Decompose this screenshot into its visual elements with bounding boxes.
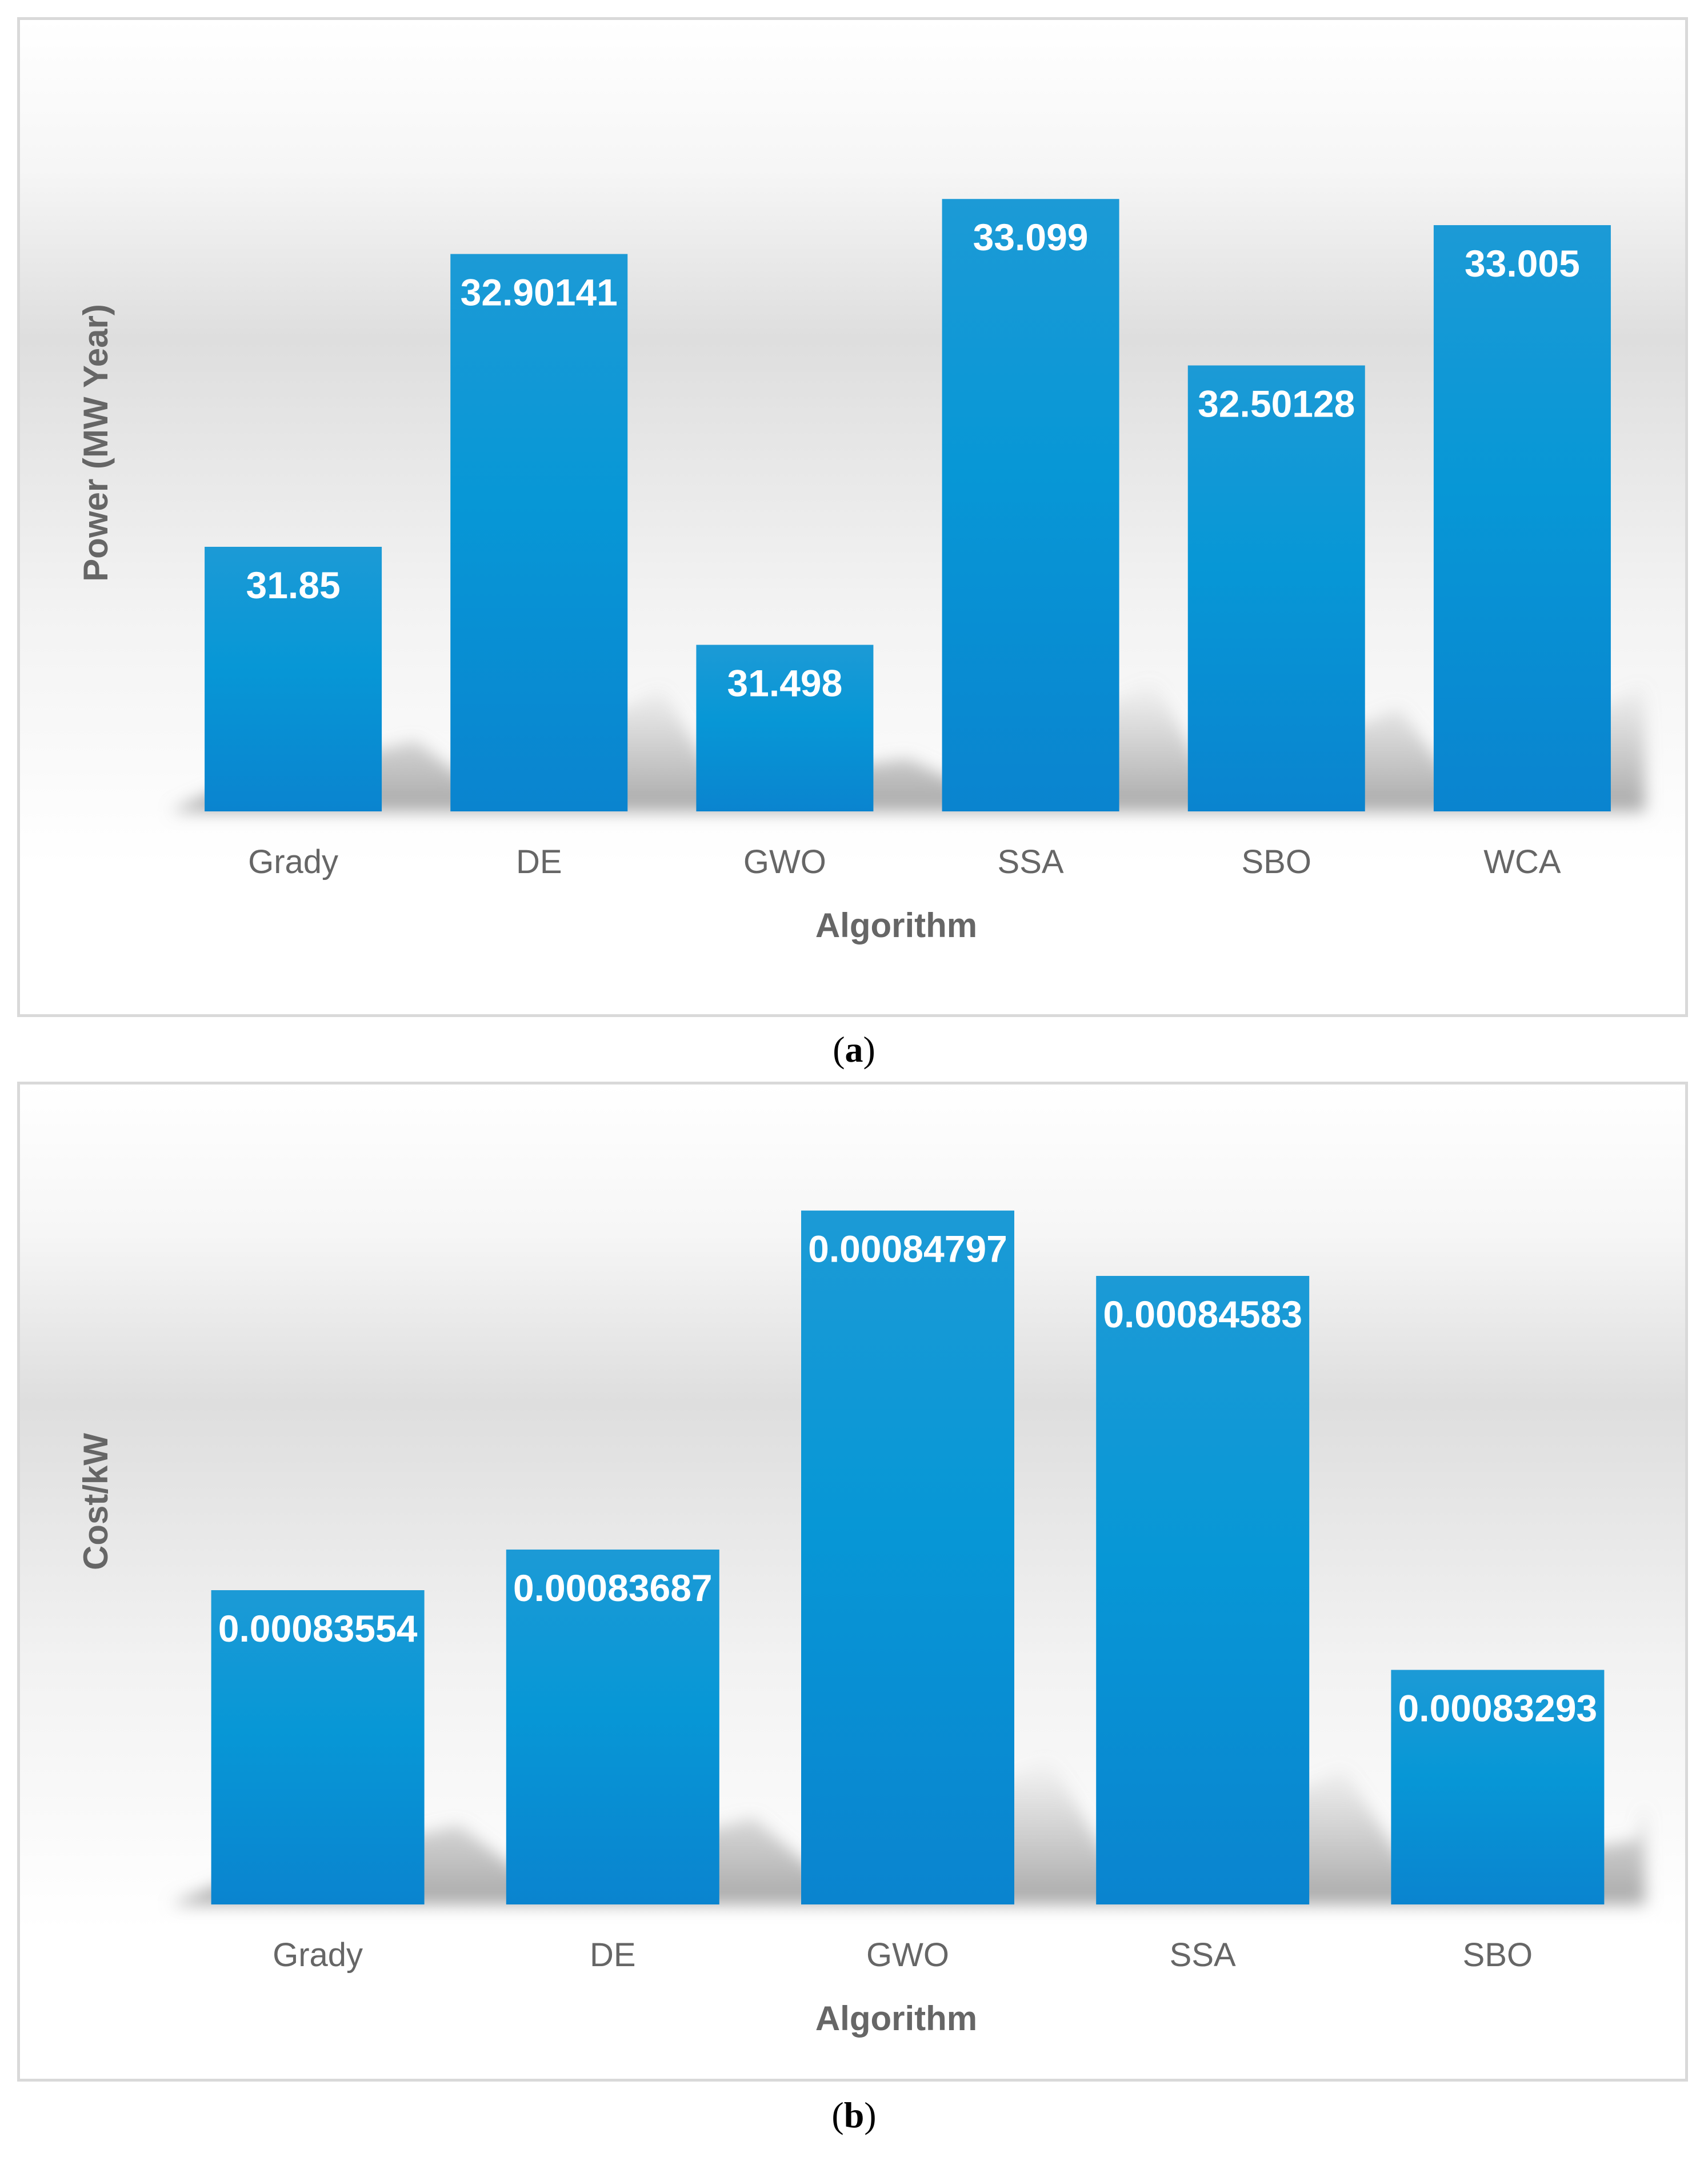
- tick-label-grady: Grady: [273, 1936, 363, 1974]
- bar-gwo: [801, 1210, 1014, 1904]
- data-label-de: 0.00083687: [513, 1567, 713, 1609]
- tick-label-sbo: SBO: [1242, 843, 1312, 881]
- data-label-gwo: 0.00084797: [808, 1228, 1007, 1270]
- tick-label-ssa: SSA: [998, 843, 1064, 881]
- tick-label-sbo: SBO: [1463, 1936, 1533, 1974]
- tick-label-gwo: GWO: [866, 1936, 949, 1974]
- bar-grady: [211, 1590, 425, 1904]
- tick-label-wca: WCA: [1483, 843, 1561, 881]
- bar-de: [506, 1549, 719, 1904]
- bar-ssa: [942, 199, 1119, 811]
- data-label-ssa: 0.00084583: [1103, 1293, 1302, 1335]
- bar-grady: [205, 546, 382, 811]
- bar-sbo: [1187, 365, 1365, 811]
- panel-label-b: (b): [831, 2095, 877, 2135]
- data-label-de: 32.90141: [461, 271, 618, 314]
- x-axis-label: Algorithm: [815, 906, 977, 945]
- y-axis-label: Cost/kW: [77, 1433, 115, 1570]
- panel-label-a: (a): [833, 1029, 875, 1070]
- bar-de: [450, 254, 628, 812]
- data-label-ssa: 33.099: [973, 216, 1089, 258]
- x-axis-label: Algorithm: [815, 1999, 977, 2038]
- bar-sbo: [1391, 1670, 1605, 1904]
- cost-bar-chart: 0.00083554 Grady 0.00083687 DE 0.00084797 GWO…: [77, 1210, 1645, 2038]
- y-axis-label: Power (MW Year): [77, 304, 115, 582]
- floor-shadow: [170, 678, 1645, 811]
- chart-panel-b: 0.00083554 Grady 0.00083687 DE 0.00084797 GWO…: [17, 1082, 1688, 2082]
- data-label-grady: 31.85: [246, 564, 340, 606]
- tick-label-de: DE: [516, 843, 562, 881]
- tick-label-de: DE: [590, 1936, 636, 1974]
- data-label-wca: 33.005: [1465, 242, 1580, 285]
- data-label-grady: 0.00083554: [218, 1607, 418, 1650]
- data-label-gwo: 31.498: [727, 662, 842, 705]
- tick-label-ssa: SSA: [1170, 1936, 1236, 1974]
- tick-label-grady: Grady: [248, 843, 338, 881]
- data-label-sbo: 0.00083293: [1398, 1687, 1598, 1730]
- bar-gwo: [696, 645, 874, 811]
- tick-label-gwo: GWO: [743, 843, 826, 881]
- bar-ssa: [1096, 1276, 1310, 1904]
- power-bar-chart: 31.85 Grady 32.90141 DE 31.498 GWO 33.099 SSA 32…: [77, 199, 1645, 945]
- data-label-sbo: 32.50128: [1198, 383, 1355, 425]
- bar-wca: [1433, 225, 1611, 812]
- chart-panel-a: 31.85 Grady 32.90141 DE 31.498 GWO 33.099 SSA 32…: [17, 17, 1688, 1017]
